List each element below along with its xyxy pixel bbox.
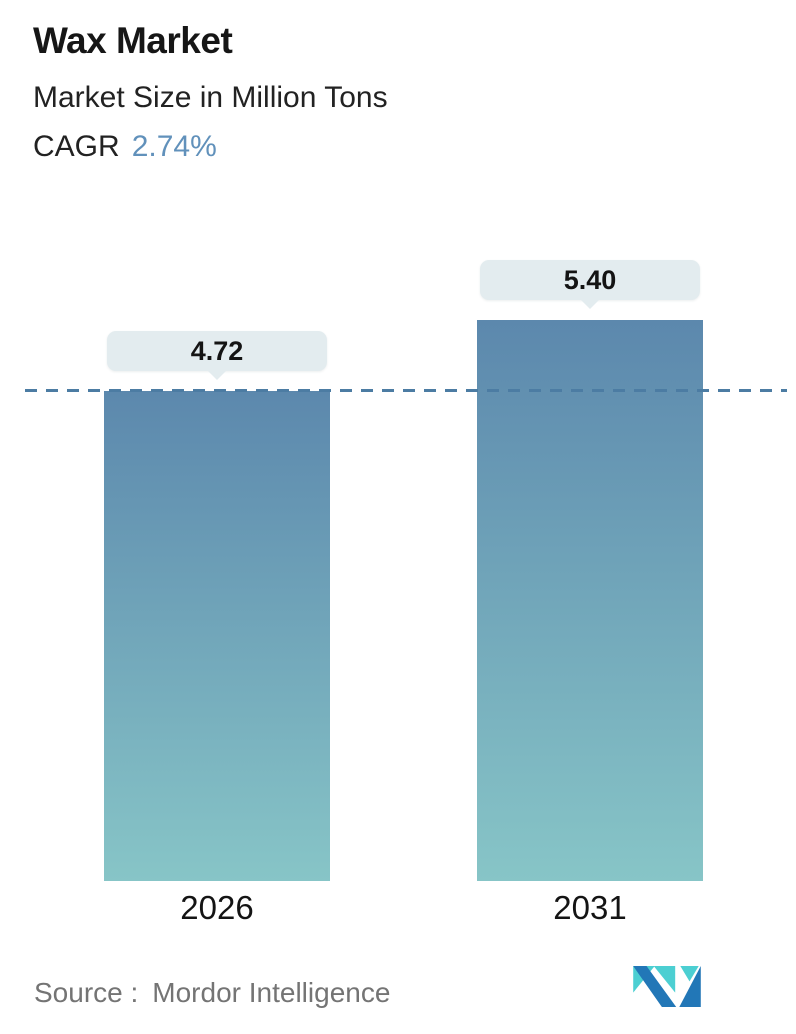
page-title: Wax Market [33, 20, 233, 61]
source-attribution: Source : Mordor Intelligence [34, 977, 390, 1009]
value-label-2031-text: 5.40 [563, 264, 617, 295]
bar-group-2031: 5.40 [477, 260, 703, 881]
chart-header: Wax Market Market Size in Million Tons C… [33, 20, 388, 165]
cagr-row: CAGR 2.74% [33, 129, 388, 165]
value-label-2026: 4.72 [107, 331, 327, 380]
bar-2031[interactable] [477, 320, 703, 881]
source-label: Source : [34, 977, 139, 1008]
mordor-intelligence-logo-icon [633, 966, 701, 1007]
bar-group-2026: 4.72 [104, 331, 330, 881]
pill-notch-icon [207, 370, 227, 380]
reference-dashed-line [25, 389, 787, 392]
cagr-label: CAGR [33, 129, 120, 163]
x-axis-label-2031: 2031 [553, 889, 627, 926]
x-axis-label-2026: 2026 [180, 889, 254, 926]
value-label-2026-text: 4.72 [190, 335, 244, 366]
value-label-2031: 5.40 [480, 260, 700, 309]
chart-subtitle: Market Size in Million Tons [33, 80, 388, 114]
bar-2026[interactable] [104, 391, 330, 881]
cagr-value: 2.74% [131, 129, 217, 163]
source-value: Mordor Intelligence [152, 977, 391, 1008]
pill-notch-icon [580, 299, 600, 309]
